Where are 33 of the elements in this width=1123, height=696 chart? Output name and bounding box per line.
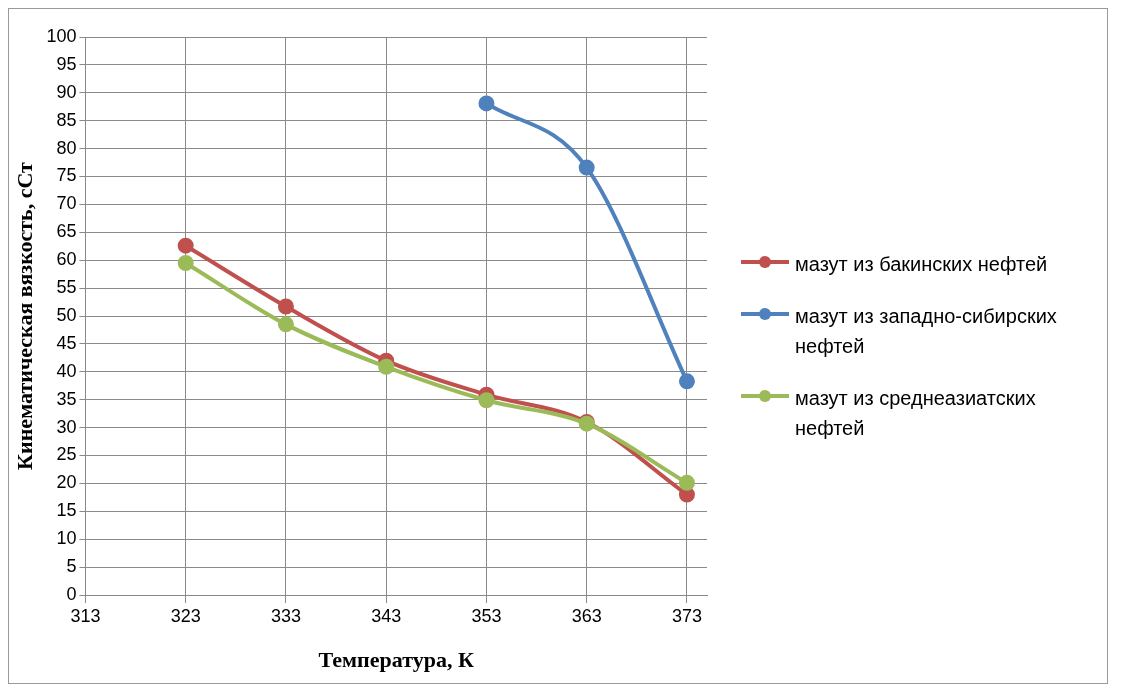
y-tick-label: 70 <box>56 193 77 214</box>
y-tick-label: 90 <box>56 81 77 102</box>
legend-label: мазут из западно-сибирских нефтей <box>795 304 1058 359</box>
x-axis-title: Температура, К <box>318 647 474 673</box>
y-tick-label: 0 <box>66 583 77 604</box>
y-tick-label: 20 <box>56 472 77 493</box>
x-tick-label: 373 <box>671 605 702 626</box>
legend-label: мазут из среднеазиатских нефтей <box>795 386 1037 441</box>
x-tick-label: 363 <box>571 605 602 626</box>
y-tick-label: 10 <box>56 528 77 549</box>
y-tick-label: 45 <box>56 332 77 353</box>
y-tick-label: 60 <box>56 249 77 270</box>
y-tick-label: 15 <box>56 500 77 521</box>
y-tick-label: 5 <box>66 556 77 577</box>
y-tick-label: 30 <box>56 416 77 437</box>
x-tick-label: 323 <box>170 605 201 626</box>
x-tick-label: 313 <box>70 605 101 626</box>
y-tick-label: 55 <box>56 277 77 298</box>
x-tick-label: 333 <box>270 605 301 626</box>
legend-label: мазут из бакинских нефтей <box>795 252 1048 277</box>
y-tick-label: 40 <box>56 360 77 381</box>
y-tick-label: 85 <box>56 109 77 130</box>
y-tick-label: 100 <box>46 25 77 46</box>
y-tick-label: 75 <box>56 165 77 186</box>
x-tick-label: 353 <box>471 605 502 626</box>
x-tick-label: 343 <box>371 605 402 626</box>
y-tick-label: 50 <box>56 304 77 325</box>
y-axis-title: Кинематическая вязкость, сСт <box>11 161 37 470</box>
y-tick-label: 25 <box>56 444 77 465</box>
y-tick-label: 95 <box>56 53 77 74</box>
y-tick-label: 35 <box>56 388 77 409</box>
y-tick-label: 80 <box>56 137 77 158</box>
y-tick-label: 65 <box>56 221 77 242</box>
